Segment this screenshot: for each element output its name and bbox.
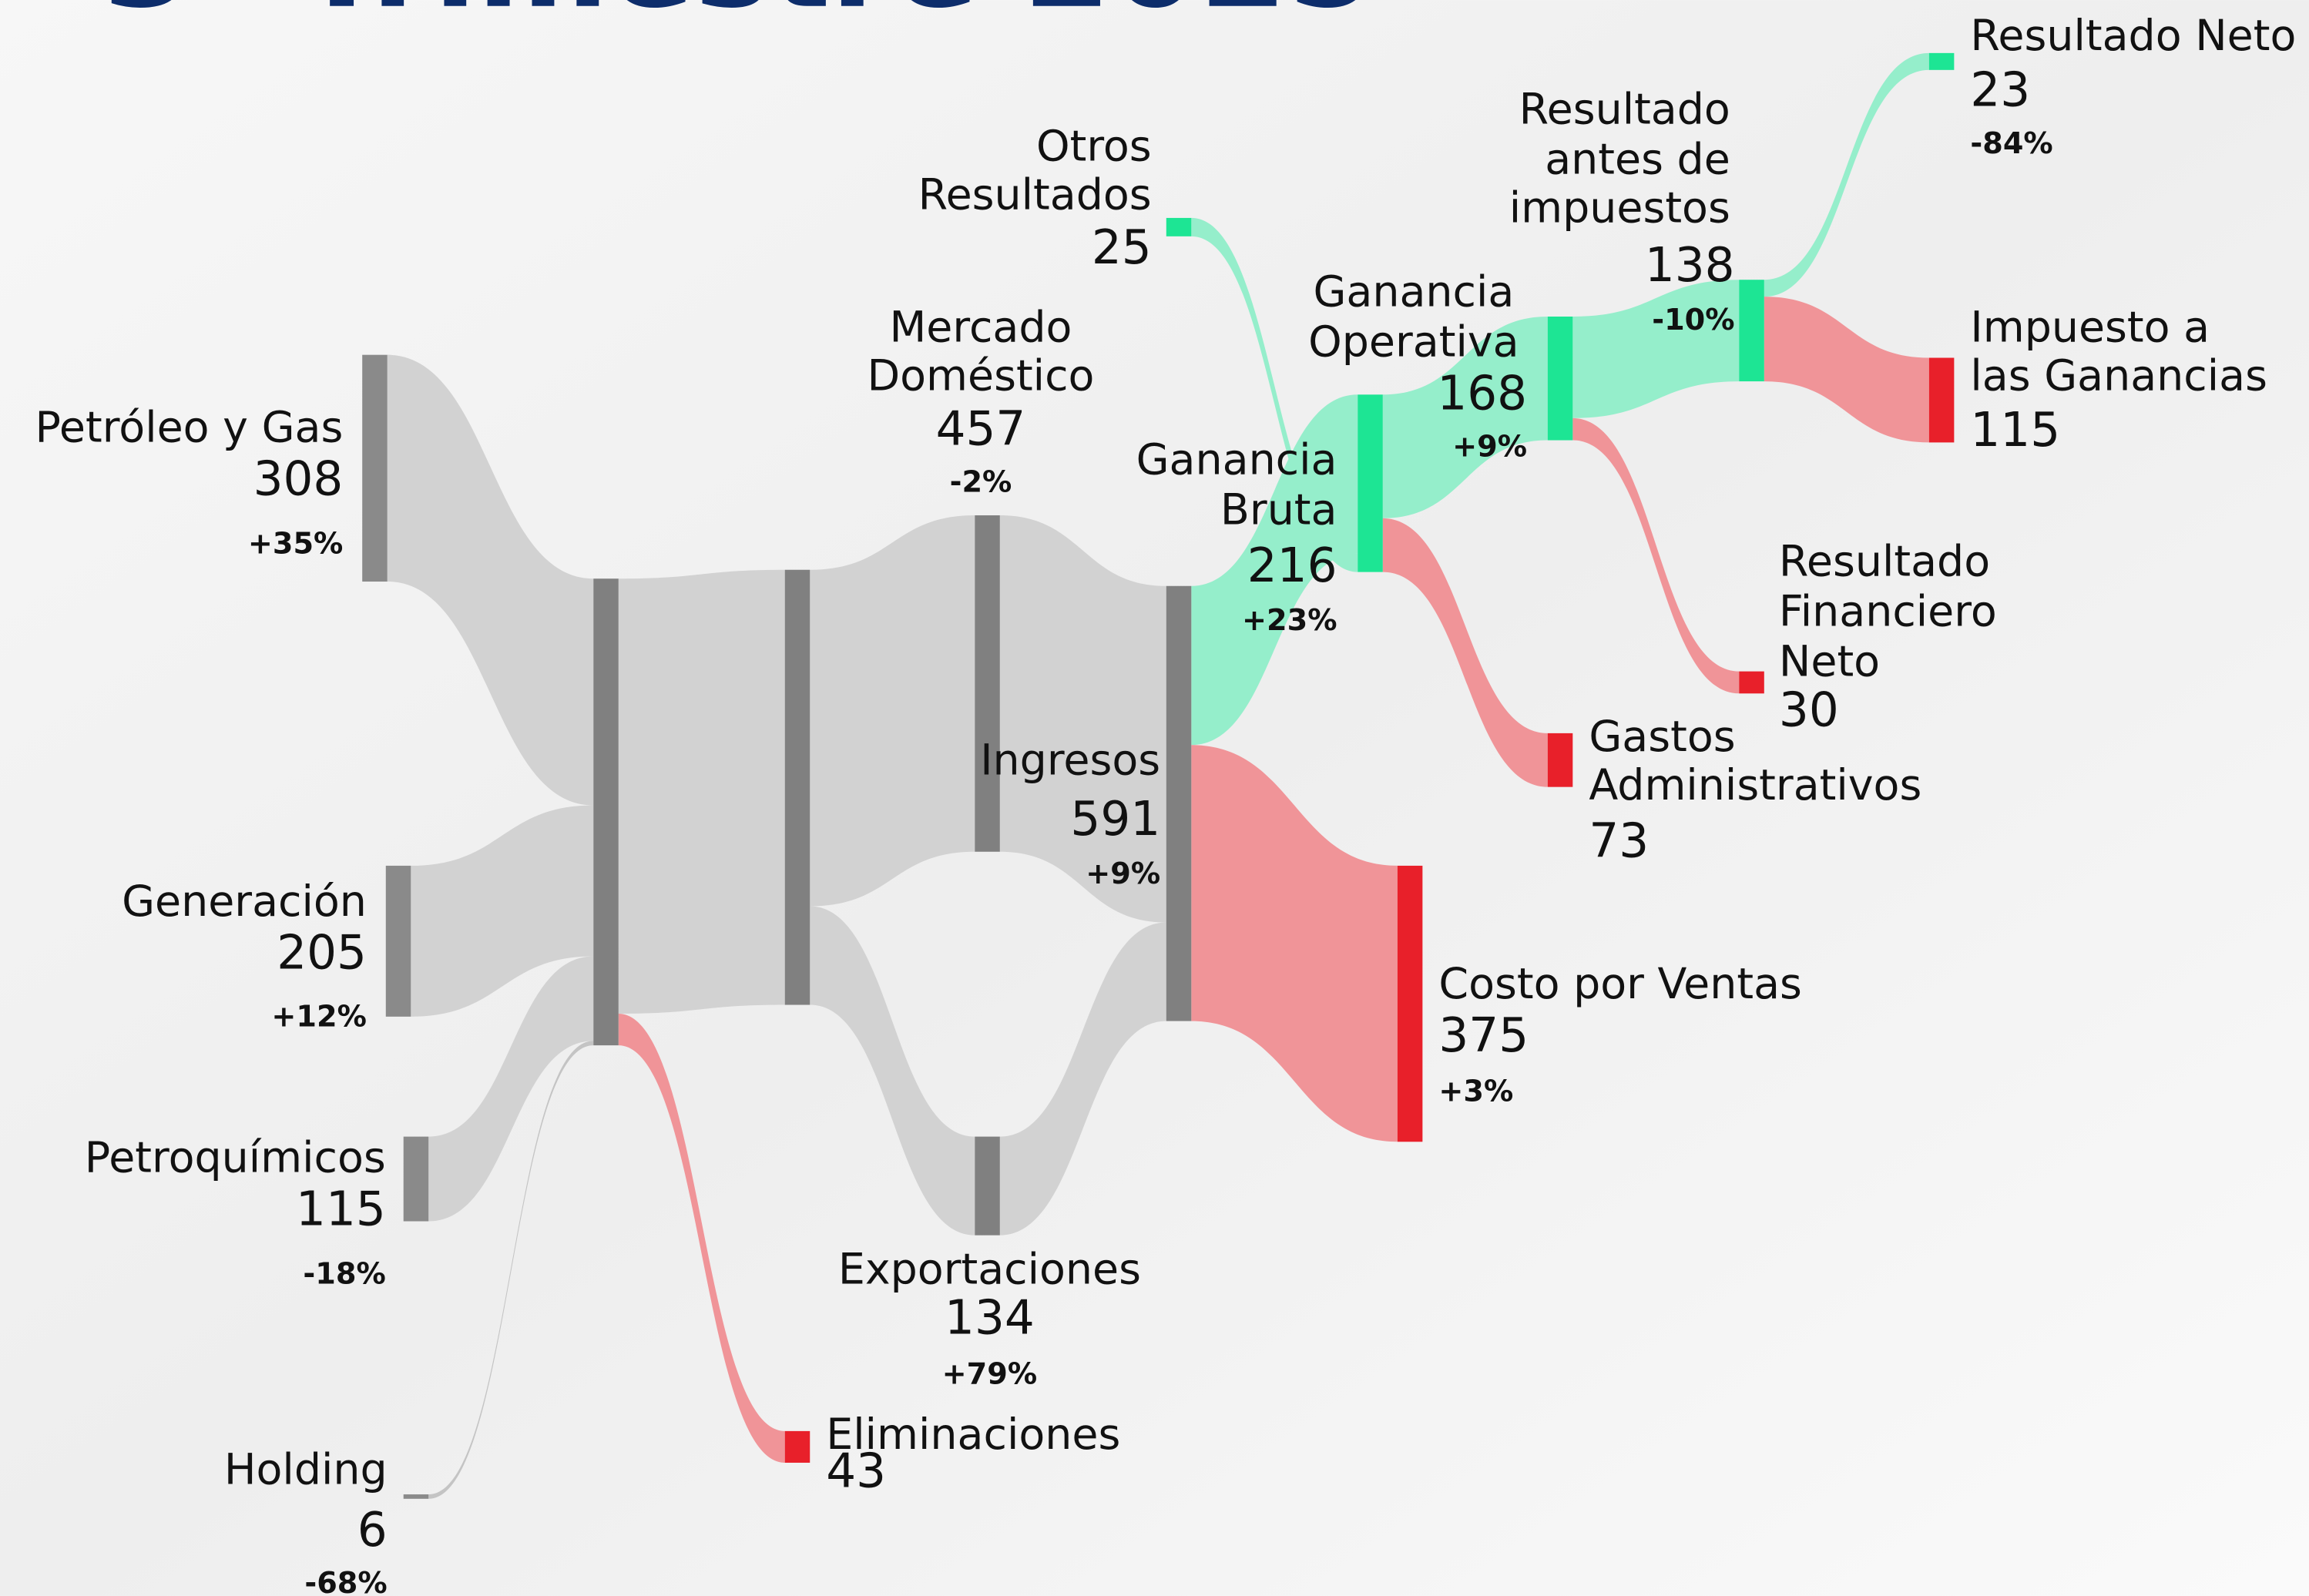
node bbox=[362, 354, 388, 582]
node bbox=[1358, 394, 1383, 572]
node-label: Resultado bbox=[1779, 537, 1990, 586]
link bbox=[428, 1041, 594, 1499]
node-value: 375 bbox=[1438, 1008, 1529, 1063]
node-label: Operativa bbox=[1308, 318, 1519, 367]
node-value: 23 bbox=[1970, 63, 2030, 118]
node bbox=[784, 569, 810, 1005]
node bbox=[1928, 52, 1955, 70]
chart-title: 3° Trimestre 2025 bbox=[103, 0, 1376, 36]
link bbox=[1191, 394, 1358, 746]
node bbox=[1928, 357, 1955, 443]
node-label: Ganancia bbox=[1136, 436, 1337, 485]
link bbox=[1764, 297, 1929, 443]
node-change: -84% bbox=[1970, 127, 2052, 161]
link bbox=[999, 515, 1166, 923]
link bbox=[411, 805, 594, 1017]
link bbox=[1382, 316, 1548, 518]
node bbox=[1739, 671, 1764, 694]
node-label: impuestos bbox=[1509, 184, 1730, 233]
node-label: Resultado bbox=[1519, 86, 1730, 135]
node-change: +9% bbox=[1452, 431, 1527, 464]
link bbox=[1572, 280, 1740, 418]
node-label: Petroquímicos bbox=[85, 1133, 386, 1182]
node-label: Doméstico bbox=[867, 352, 1094, 401]
node-change: +9% bbox=[1086, 857, 1160, 891]
node-label: Eliminaciones bbox=[826, 1410, 1120, 1460]
node-label: Gastos bbox=[1589, 712, 1735, 762]
links bbox=[387, 52, 1929, 1499]
node-value: 457 bbox=[936, 401, 1026, 456]
node-value: 216 bbox=[1247, 538, 1337, 593]
link bbox=[1191, 217, 1358, 572]
link bbox=[387, 354, 594, 806]
node-label: Petróleo y Gas bbox=[35, 403, 343, 452]
node-value: 168 bbox=[1437, 366, 1527, 421]
node bbox=[385, 865, 411, 1017]
node-label: Mercado bbox=[889, 303, 1072, 352]
link bbox=[810, 906, 975, 1236]
node-label: Administrativos bbox=[1589, 761, 1921, 810]
link bbox=[618, 1014, 785, 1463]
node-label: Resultado Neto bbox=[1970, 12, 2296, 61]
node-value: 134 bbox=[945, 1291, 1035, 1346]
node-change: -10% bbox=[1652, 303, 1734, 337]
link bbox=[1191, 745, 1398, 1142]
node-value: 25 bbox=[1092, 220, 1152, 275]
node-value: 30 bbox=[1779, 682, 1839, 737]
link bbox=[1572, 417, 1740, 694]
node-value: 138 bbox=[1645, 238, 1735, 293]
node-label: las Ganancias bbox=[1970, 352, 2267, 401]
node bbox=[593, 578, 619, 1046]
node bbox=[1739, 280, 1764, 382]
node bbox=[403, 1494, 429, 1499]
node bbox=[1166, 585, 1192, 1021]
node-label: Ganancia bbox=[1313, 268, 1514, 317]
node-change: -68% bbox=[304, 1567, 387, 1596]
node-change: +23% bbox=[1242, 604, 1337, 638]
node-label: Financiero bbox=[1779, 587, 1997, 636]
node-label: Holding bbox=[224, 1446, 388, 1495]
node bbox=[1166, 217, 1192, 236]
node bbox=[784, 1430, 810, 1463]
node-value: 115 bbox=[296, 1182, 386, 1236]
link bbox=[1382, 518, 1548, 787]
node bbox=[975, 1136, 1000, 1236]
node-value: 591 bbox=[1070, 792, 1160, 847]
node-value: 73 bbox=[1589, 813, 1649, 868]
node-value: 115 bbox=[1970, 403, 2060, 458]
node-label: Resultados bbox=[918, 170, 1152, 220]
node-change: +35% bbox=[248, 528, 344, 562]
node-change: -2% bbox=[950, 465, 1012, 499]
link bbox=[428, 956, 594, 1222]
node bbox=[1397, 865, 1423, 1142]
node-change: +12% bbox=[271, 1000, 367, 1034]
link bbox=[1764, 52, 1929, 297]
node-label: Neto bbox=[1779, 637, 1880, 686]
node-label: Impuesto a bbox=[1970, 303, 2210, 352]
node-label: Otros bbox=[1036, 122, 1152, 171]
node-label: Generación bbox=[122, 877, 367, 927]
node bbox=[1547, 733, 1573, 787]
node bbox=[403, 1136, 429, 1222]
node-value: 205 bbox=[277, 926, 367, 981]
node-label: Exportaciones bbox=[838, 1246, 1141, 1295]
link bbox=[618, 569, 785, 1014]
node-label: Costo por Ventas bbox=[1438, 960, 1802, 1009]
node-label: antes de bbox=[1545, 136, 1730, 185]
node-label: Ingresos bbox=[980, 736, 1160, 785]
node bbox=[975, 515, 1000, 852]
node-label: Bruta bbox=[1220, 485, 1337, 535]
node-value: 308 bbox=[253, 451, 344, 506]
link bbox=[999, 922, 1166, 1236]
node-value: 43 bbox=[826, 1444, 886, 1499]
node-value: 6 bbox=[357, 1503, 388, 1557]
node-change: +79% bbox=[942, 1358, 1038, 1392]
link bbox=[810, 515, 975, 907]
node bbox=[1547, 316, 1573, 441]
node-change: +3% bbox=[1438, 1075, 1513, 1109]
node-change: -18% bbox=[303, 1258, 385, 1292]
